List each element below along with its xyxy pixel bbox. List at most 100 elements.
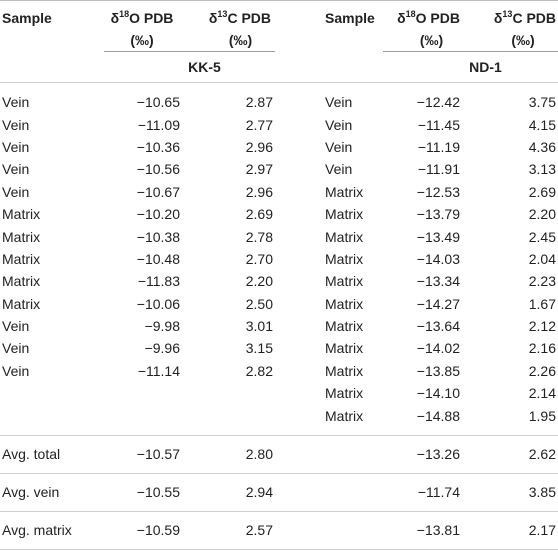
table-row: Matrix −10.38 2.78 Matrix −13.49 2.45 [0,225,558,247]
table-row: Vein −9.96 3.15 Matrix −14.02 2.16 [0,337,558,359]
gap-cell [275,270,323,292]
gap-cell [275,434,323,474]
d18o-label: O PDB [129,10,174,26]
d13c-right-cell: 2.16 [528,340,556,357]
d18o-left-cell [104,382,180,404]
d18o-left-cell: −9.96 [144,340,180,357]
gap-cell [275,181,323,203]
avg-d18o-right-cell: −11.74 [383,472,460,512]
table-row: Vein −11.09 2.77 Vein −11.45 4.15 [0,113,558,135]
d13c-right-cell: 2.14 [528,385,556,402]
d18o-right-cell: −13.79 [416,206,460,223]
spacer-row [0,427,558,436]
gap-cell [275,248,323,270]
table-row: Matrix −10.20 2.69 Matrix −13.79 2.20 [0,203,558,225]
sample-right-cell: Vein [325,138,353,155]
average-label-cell: Avg. vein [0,472,104,512]
d13c-left-cell: 2.87 [245,94,273,111]
d13c-right-cell: 3.13 [528,161,556,178]
d13c-unit-left: (‰) [228,32,253,48]
d13c-label: C PDB [512,10,556,26]
sample-left-cell: Vein [2,138,30,155]
sample-left-cell [0,404,104,426]
header-d13c-right: δ13C PDB (‰) [460,0,558,52]
gap-cell [275,404,323,426]
sample-right-cell: Matrix [325,250,364,267]
d13c-right-cell: 2.69 [528,183,556,200]
d13c-right-cell: 4.36 [528,138,556,155]
d18o-left-cell: −10.20 [136,206,180,223]
sample-right-cell: Matrix [325,318,364,335]
d18o-left-cell: −9.98 [144,318,180,335]
gap-cell [275,158,323,180]
d18o-right-cell: −11.91 [417,161,460,178]
d18o-left-cell: −10.67 [136,183,180,200]
blank-cell [323,510,383,550]
d18o-unit-right: (‰) [419,32,444,48]
d13c-left-cell: 3.15 [245,340,273,357]
gap-cell [275,225,323,247]
d18o-right-cell: −14.88 [416,407,460,424]
spacer-row [0,82,558,91]
sample-left-cell: Vein [2,318,30,335]
gap-cell [275,337,323,359]
average-row: Avg. vein −10.55 2.94 −11.74 3.85 [0,472,558,512]
avg-d18o-left-cell: −10.55 [104,472,180,512]
d18o-right-cell: −13.85 [416,362,460,379]
sample-left-cell: Vein [2,340,30,357]
d18o-superscript: 18 [405,9,416,19]
avg-d13c-right-cell: 3.85 [460,472,558,512]
table-row: Matrix −14.10 2.14 [0,382,558,404]
table-row: Vein −10.65 2.87 Vein −12.42 3.75 [0,91,558,113]
d13c-right-cell: 2.04 [528,250,556,267]
site-blank-gap [275,52,323,83]
header-sample-left: Sample [0,1,104,52]
delta-symbol: δ [110,10,120,26]
avg-d18o-left-cell: −10.57 [104,434,180,474]
d13c-left-cell: 2.82 [245,362,273,379]
d18o-right-cell: −12.53 [416,183,460,200]
d18o-right-cell: −11.45 [417,116,460,133]
sample-left-cell: Matrix [2,273,41,290]
d13c-right-cell: 3.75 [528,94,556,111]
header-sample-right-text: Sample [325,10,375,26]
sample-right-cell: Vein [325,116,353,133]
averages-body: Avg. total −10.57 2.80 −13.26 2.62 Avg. vein −… [0,434,558,550]
table-row: Matrix −10.06 2.50 Matrix −14.27 1.67 [0,293,558,315]
avg-d13c-right-cell: 2.62 [460,434,558,474]
table-row: Vein −11.14 2.82 Matrix −13.85 2.26 [0,360,558,382]
d18o-right-cell: −14.10 [416,385,460,402]
average-label-cell: Avg. matrix [0,510,104,550]
d13c-right-cell: 1.95 [528,407,556,424]
d18o-left-cell: −10.65 [136,94,180,111]
site-row: KK-5 ND-1 [0,52,558,83]
d13c-left-cell [180,404,275,426]
blank-cell [323,472,383,512]
site-label-right: ND-1 [469,59,502,75]
header-sample-right: Sample [323,1,383,52]
sample-left-cell: Vein [2,116,30,133]
site-blank-right [323,52,383,83]
header-sample-left-text: Sample [2,10,52,26]
delta-symbol: δ [397,10,406,26]
table-row: Matrix −10.48 2.70 Matrix −14.03 2.04 [0,248,558,270]
d18o-right-cell: −14.03 [416,250,460,267]
d13c-right-cell: 2.23 [528,273,556,290]
table-row: Vein −10.67 2.96 Matrix −12.53 2.69 [0,181,558,203]
header-d13c-left: δ13C PDB (‰) [180,0,275,52]
d18o-left-cell: −11.09 [137,116,180,133]
d13c-left-cell: 2.69 [245,206,273,223]
header-d18o-right: δ18O PDB (‰) [383,0,460,52]
sample-left-cell: Matrix [2,295,41,312]
data-body: Vein −10.65 2.87 Vein −12.42 3.75 Vein −11.09 2.… [0,82,558,436]
avg-d13c-right-cell: 2.17 [460,510,558,550]
d13c-unit-right: (‰) [511,32,535,48]
d13c-left-cell: 2.78 [245,228,273,245]
header-d18o-left: δ18O PDB (‰) [104,0,180,52]
d18o-left-cell: −10.36 [136,138,180,155]
sample-right-cell: Matrix [325,362,364,379]
sample-right-cell: Vein [325,161,353,178]
sample-right-cell: Matrix [325,206,364,223]
